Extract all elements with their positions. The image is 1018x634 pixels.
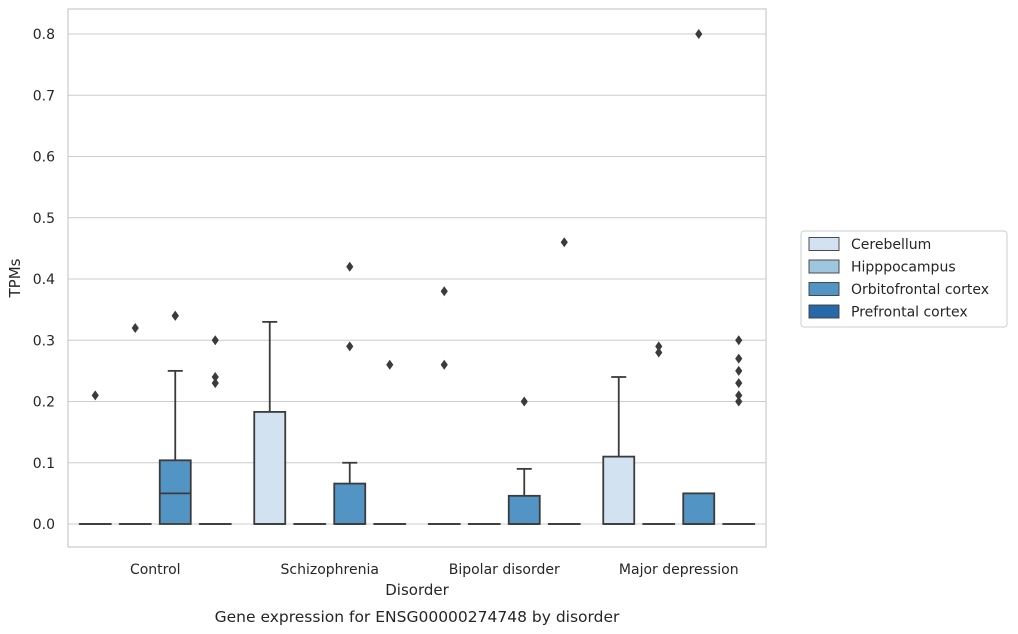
outlier-point xyxy=(171,310,179,321)
plot-area-frame xyxy=(67,8,767,548)
outlier-point xyxy=(735,365,743,376)
outlier-point xyxy=(386,359,394,370)
legend-swatch xyxy=(808,282,840,296)
y-tick-label: 0.6 xyxy=(33,150,55,166)
y-tick-label: 0.4 xyxy=(33,272,55,288)
outlier-point xyxy=(211,372,219,382)
box xyxy=(253,411,287,525)
x-tick-label: Schizophrenia xyxy=(281,562,379,578)
outlier-point xyxy=(440,359,448,370)
x-tick-label: Bipolar disorder xyxy=(449,562,560,578)
box-group xyxy=(198,335,232,525)
outlier-point xyxy=(735,335,743,346)
box-group xyxy=(253,320,287,525)
legend-swatch xyxy=(808,237,840,251)
y-tick-label: 0.2 xyxy=(33,395,55,411)
box-group xyxy=(158,310,192,525)
outlier-point xyxy=(695,29,703,39)
box-group xyxy=(427,286,461,525)
chart-caption: Gene expression for ENSG00000274748 by d… xyxy=(215,608,620,626)
box xyxy=(682,492,716,525)
outlier-point xyxy=(735,396,743,407)
outlier-point xyxy=(735,390,743,401)
legend-swatch xyxy=(808,259,840,274)
y-tick-label: 0.0 xyxy=(33,517,55,533)
box xyxy=(333,482,367,525)
outlier-point xyxy=(520,396,528,407)
legend-label: Cerebellum xyxy=(851,237,931,253)
box-group xyxy=(682,29,716,525)
outlier-point xyxy=(131,323,139,333)
x-tick-label: Control xyxy=(130,562,181,578)
legend-label: Hipppocampus xyxy=(851,260,956,276)
outlier-point xyxy=(346,341,354,352)
box-group xyxy=(642,341,676,525)
outlier-point xyxy=(211,335,219,346)
x-axis-title: Disorder xyxy=(385,581,449,599)
box-group xyxy=(722,335,756,525)
legend-swatch xyxy=(808,304,840,319)
box-group xyxy=(118,323,152,525)
gridlines xyxy=(68,33,766,525)
outlier-point xyxy=(91,390,99,401)
y-tick-label: 0.5 xyxy=(33,211,55,227)
box-plot-series xyxy=(78,29,756,525)
x-axis-ticks: Control Schizophrenia Bipolar disorder Majo… xyxy=(130,562,739,578)
y-tick-label: 0.8 xyxy=(33,27,55,43)
outlier-point xyxy=(655,341,663,352)
outlier-point xyxy=(440,286,448,297)
legend: Cerebellum Hipppocampus Orbitofrontal cort… xyxy=(800,230,1008,328)
outlier-point xyxy=(655,347,663,358)
y-axis-title: TPMs xyxy=(6,258,24,298)
box-group xyxy=(373,359,407,525)
outlier-point xyxy=(211,378,219,389)
box-group xyxy=(602,376,636,525)
box xyxy=(507,494,541,525)
outlier-point xyxy=(346,261,354,272)
box-group xyxy=(78,390,112,525)
y-axis-ticks: 0.0 0.1 0.2 0.3 0.4 0.5 0.6 0.7 0.8 xyxy=(33,27,55,533)
y-tick-label: 0.3 xyxy=(33,333,55,349)
y-tick-label: 0.7 xyxy=(33,88,55,104)
box xyxy=(158,459,192,525)
outlier-point xyxy=(735,378,743,389)
box-group xyxy=(547,237,581,525)
legend-label: Orbitofrontal cortex xyxy=(851,282,989,298)
box xyxy=(602,455,636,525)
box-group xyxy=(333,261,367,525)
outlier-point xyxy=(560,237,568,248)
legend-label: Prefrontal cortex xyxy=(851,305,968,321)
box-group xyxy=(507,396,541,525)
outlier-point xyxy=(735,353,743,364)
y-tick-label: 0.1 xyxy=(33,456,55,472)
x-tick-label: Major depression xyxy=(619,562,739,578)
legend-frame xyxy=(800,230,1008,328)
